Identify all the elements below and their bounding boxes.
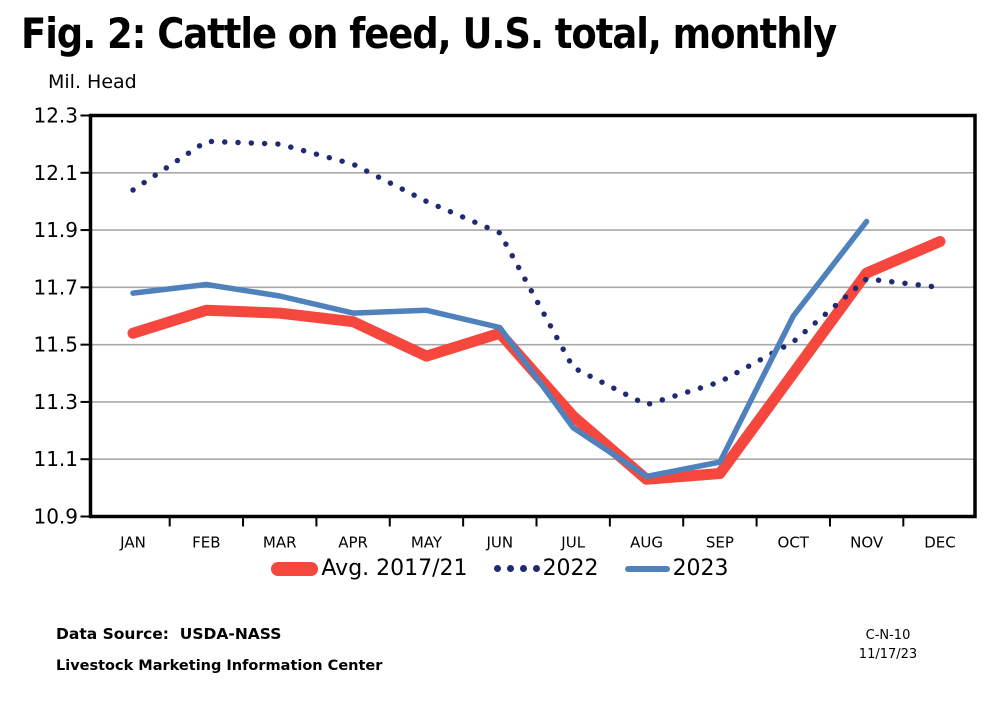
legend-swatch-2023	[624, 565, 670, 572]
x-tick-label: JUL	[560, 534, 585, 552]
legend-label-2022: 2022	[542, 556, 599, 581]
x-tick-label: OCT	[778, 534, 810, 552]
x-tick-label: MAY	[411, 534, 443, 552]
figure-code: C-N-10	[865, 628, 911, 643]
x-tick-label: DEC	[924, 534, 956, 552]
legend-swatch-avg-2017-21	[271, 561, 319, 576]
y-tick-label: 12.1	[33, 161, 78, 185]
legend-label-avg-2017-21: Avg. 2017/21	[321, 556, 468, 581]
figure-date: 11/17/23	[858, 647, 918, 662]
x-tick-label: AUG	[630, 534, 663, 552]
chart-legend: Avg. 2017/21 2022 2023	[0, 556, 1000, 581]
plot-frame	[88, 113, 977, 519]
figure-code-block: C-N-10 11/17/23	[850, 626, 926, 664]
y-tick-label: 11.3	[33, 390, 78, 414]
legend-label-2023: 2023	[672, 556, 729, 581]
y-tick-label: 11.9	[33, 218, 78, 242]
legend-item-2023: 2023	[624, 556, 729, 581]
x-tick-label: NOV	[850, 534, 884, 552]
legend-item-2022: 2022	[493, 556, 599, 581]
series-line-avg-2017-21	[127, 236, 946, 485]
data-source-text: Data Source: USDA-NASS	[56, 625, 282, 643]
legend-item-avg-2017-21: Avg. 2017/21	[271, 556, 468, 581]
x-tick-label: JAN	[119, 534, 146, 552]
series-line-2023	[130, 218, 870, 480]
x-tick-label: SEP	[706, 534, 734, 552]
x-tick-label: APR	[338, 534, 368, 552]
organization-text: Livestock Marketing Information Center	[56, 658, 383, 674]
y-tick-label: 11.7	[33, 275, 78, 299]
y-tick-label: 12.3	[33, 104, 78, 128]
x-tick-label: MAR	[263, 534, 297, 552]
x-tick-label: JUN	[486, 534, 514, 552]
y-tick-label: 11.1	[33, 447, 78, 471]
y-tick-label: 11.5	[33, 333, 78, 357]
x-tick-label: FEB	[192, 534, 220, 552]
y-tick-label: 10.9	[33, 505, 78, 529]
y-axis-unit-label: Mil. Head	[48, 71, 137, 93]
legend-swatch-2022	[493, 565, 540, 572]
series-line-2022	[130, 138, 943, 408]
chart-title: Fig. 2: Cattle on feed, U.S. total, mont…	[21, 9, 837, 58]
